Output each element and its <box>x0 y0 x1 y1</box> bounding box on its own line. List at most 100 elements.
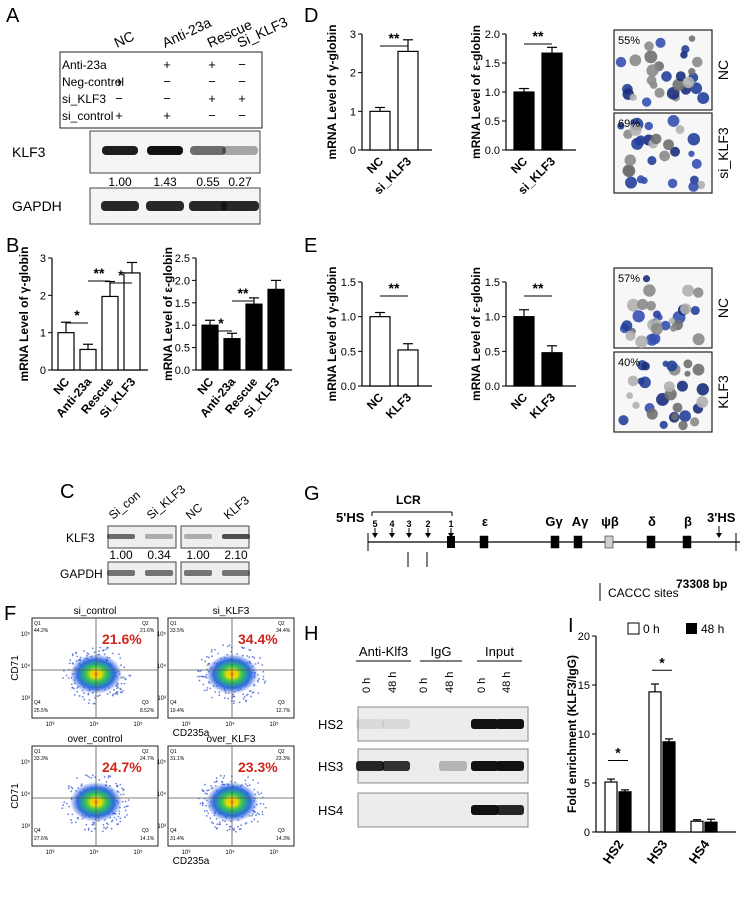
y-tick-label: 1.0 <box>485 312 500 324</box>
y-tick-label: 3 <box>350 29 356 41</box>
flow-event <box>126 813 128 816</box>
cell <box>650 322 663 335</box>
flow-event <box>258 793 260 796</box>
cell <box>629 54 642 67</box>
flow-event <box>262 803 265 805</box>
quadrant-value: 33.5% <box>170 628 185 634</box>
cell <box>672 402 683 413</box>
flow-event <box>68 662 71 665</box>
cell <box>691 158 702 169</box>
flow-event <box>71 813 74 816</box>
a-treatment-mark: + <box>238 91 246 106</box>
c-column-label: KLF3 <box>221 493 252 522</box>
x-tick-label: 10⁴ <box>225 849 235 856</box>
a-treatment-mark: − <box>115 91 123 106</box>
flow-event <box>65 674 68 677</box>
cell <box>676 380 688 392</box>
cell <box>618 415 629 426</box>
klf3-band <box>102 146 138 155</box>
category-label: HS4 <box>686 836 713 866</box>
y-axis-label: mRNA Level of γ-globin <box>17 247 31 382</box>
a-treatment-mark: − <box>238 74 246 89</box>
micrograph-label: NC <box>715 298 731 318</box>
panel-letter-e: E <box>304 235 317 257</box>
gate-percent: 24.7% <box>102 759 142 775</box>
flow-event <box>103 776 106 778</box>
chip-lane-label: 0 h <box>418 678 430 693</box>
cell <box>689 417 700 427</box>
cell <box>649 81 658 89</box>
y-tick-label: 5 <box>584 778 590 790</box>
cell <box>643 284 656 297</box>
cell <box>644 121 654 131</box>
cell <box>697 92 710 105</box>
flow-event <box>233 827 235 830</box>
flow-event <box>111 652 114 655</box>
c-klf3-band <box>107 534 135 539</box>
bar <box>223 338 241 371</box>
cell <box>661 71 672 82</box>
flow-event <box>117 815 120 818</box>
y-tick-label: 0 <box>584 827 590 839</box>
cell <box>692 363 705 376</box>
cell <box>684 370 691 377</box>
a-treatment-label: Neg-control <box>62 75 124 89</box>
bar <box>267 288 285 371</box>
gate-percent: 23.3% <box>238 759 278 775</box>
cell <box>644 50 658 64</box>
gene-box <box>550 535 560 549</box>
hs-arrow-head <box>406 533 412 538</box>
gene-label: ε <box>482 514 488 529</box>
hs-arrow-head <box>448 533 454 538</box>
y-tick-label: 0.5 <box>485 346 500 358</box>
flow-event <box>202 675 205 678</box>
category-label: NC <box>364 390 386 412</box>
a-column-label: Anti-23a <box>160 14 214 51</box>
quadrant-value: 14.3% <box>276 836 291 842</box>
quadrant-name: Q2 <box>278 749 285 755</box>
bar <box>690 820 704 833</box>
y-tick-label: 10⁴ <box>21 791 31 798</box>
flow-event <box>206 664 209 667</box>
quadrant-name: Q4 <box>170 828 177 834</box>
flow-event <box>124 809 127 812</box>
c-gapdh-band <box>145 570 173 576</box>
flow-event <box>260 792 263 795</box>
flow-event <box>120 688 122 691</box>
flow-event <box>198 675 201 678</box>
y-tick-label: 1.5 <box>485 58 500 70</box>
panel-letter-c: C <box>60 481 74 503</box>
chip-band <box>496 805 524 815</box>
flow-event <box>91 647 94 650</box>
flow-event <box>113 816 116 819</box>
flow-event <box>75 651 77 654</box>
flow-event <box>76 816 79 819</box>
flow-event <box>97 695 99 697</box>
y-tick-label: 0 <box>40 365 46 377</box>
cell <box>672 78 685 92</box>
flow-event <box>67 785 70 787</box>
significance-mark: ** <box>533 280 544 296</box>
quadrant-value: 14.1% <box>140 836 155 842</box>
cell <box>696 383 709 396</box>
flow-event <box>91 823 94 826</box>
flow-event <box>119 817 122 820</box>
cell <box>688 68 696 76</box>
gene-label: Aγ <box>572 514 589 529</box>
flow-event <box>211 696 213 699</box>
flow-event <box>61 807 64 810</box>
y-tick-label: 0.5 <box>341 346 356 358</box>
cell <box>682 284 695 297</box>
gapdh-band <box>189 201 227 211</box>
flow-event <box>256 820 259 823</box>
flow-event <box>251 814 253 817</box>
c-quant-value: 1.00 <box>186 548 210 562</box>
hs-number: 2 <box>425 519 430 529</box>
category-label: HS3 <box>644 837 671 866</box>
flow-event <box>205 814 208 817</box>
panel-h: H Anti-Klf3 IgG Input 0 h 48 h 0 h 48 h 0 h 48 h… <box>304 623 529 828</box>
flow-event <box>201 804 204 807</box>
x-tick-label: 10³ <box>46 850 55 856</box>
cell <box>663 381 675 393</box>
hs1-box <box>447 536 455 548</box>
